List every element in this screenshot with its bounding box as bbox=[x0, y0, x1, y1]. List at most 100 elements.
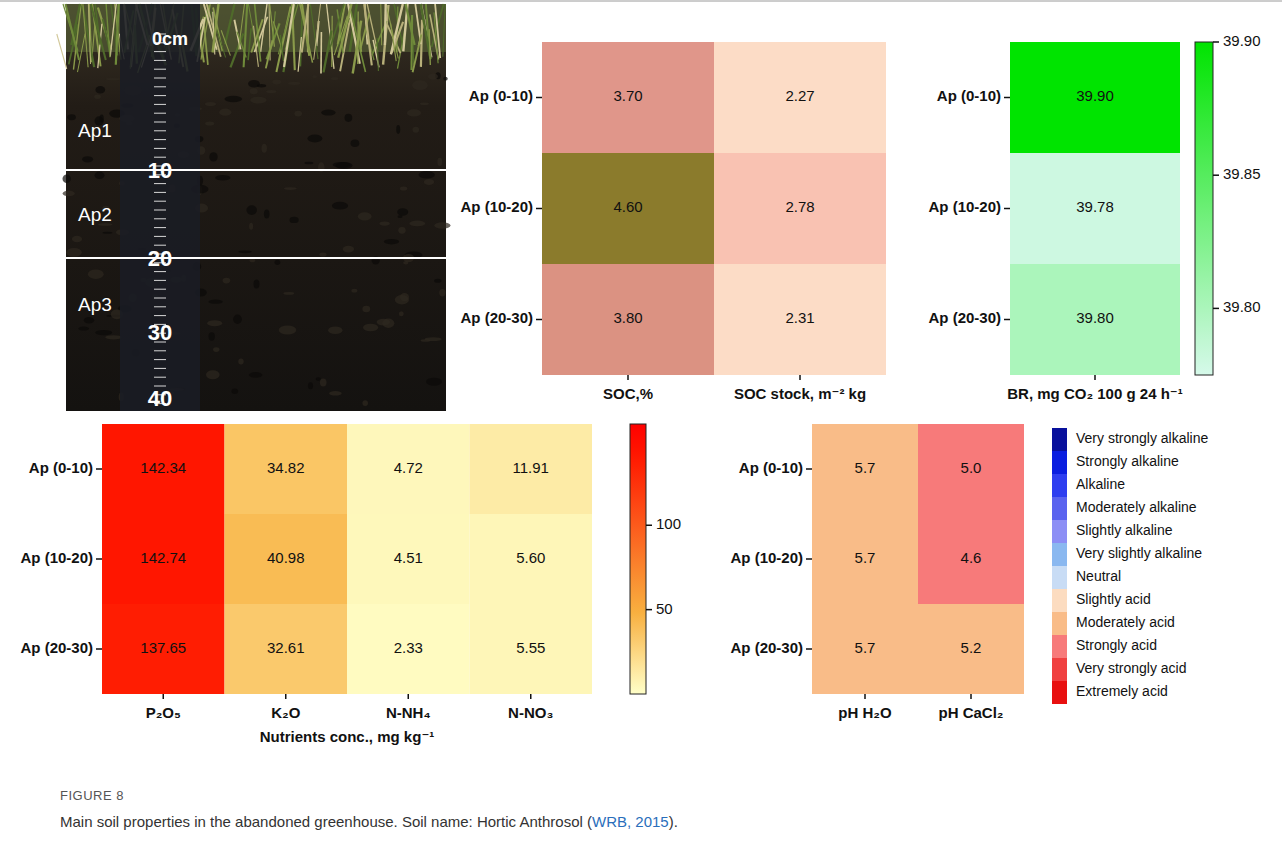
soil-texture bbox=[82, 156, 93, 162]
grass-blade bbox=[429, 29, 430, 65]
soil-texture bbox=[333, 162, 351, 168]
data-label: 4.72 bbox=[394, 459, 423, 476]
soil-texture bbox=[262, 144, 267, 153]
data-label: 11.91 bbox=[513, 459, 549, 476]
soil bbox=[66, 4, 446, 411]
legend-label: Neutral bbox=[1076, 568, 1121, 584]
soil-texture bbox=[246, 205, 257, 215]
heatmap-cell bbox=[470, 424, 593, 514]
legend-label: Very strongly acid bbox=[1076, 660, 1187, 676]
ruler-label: 10 bbox=[148, 158, 172, 183]
heatmap-cell bbox=[714, 153, 886, 264]
col-label: N-NO₃ bbox=[508, 704, 553, 721]
soil-texture bbox=[331, 77, 338, 80]
soil-texture bbox=[215, 175, 230, 181]
grass-blade bbox=[302, 4, 309, 56]
cells bbox=[1010, 42, 1180, 375]
grass-blade bbox=[78, 34, 86, 73]
soil-texture bbox=[225, 96, 243, 102]
grass-blade bbox=[116, 4, 119, 65]
soil-texture bbox=[279, 325, 297, 334]
ruler-tick bbox=[154, 201, 166, 202]
colorbar-tick-label: 39.85 bbox=[1223, 165, 1261, 182]
ruler-tick bbox=[154, 69, 166, 70]
row-tick bbox=[536, 208, 542, 210]
ruler-tick bbox=[154, 271, 166, 272]
grass-blade bbox=[353, 21, 362, 74]
row-label: Ap (10-20) bbox=[20, 549, 93, 566]
cells bbox=[102, 424, 592, 694]
grass-blade bbox=[406, 4, 415, 45]
soil-texture bbox=[345, 114, 353, 122]
legend-swatch bbox=[1052, 612, 1067, 635]
grass-blade bbox=[225, 4, 235, 44]
soil-texture bbox=[288, 82, 301, 85]
grass-blade bbox=[320, 32, 322, 74]
row-tick bbox=[536, 319, 542, 321]
soil-texture bbox=[439, 289, 445, 296]
heatmap-cell bbox=[812, 424, 918, 514]
legend-swatch bbox=[1052, 428, 1067, 451]
heatmap-cell bbox=[812, 514, 918, 604]
legend-label: Moderately alkaline bbox=[1076, 499, 1197, 515]
grass-blade bbox=[221, 30, 230, 55]
heatmap-cell bbox=[470, 514, 593, 604]
legend-label: Very slightly alkaline bbox=[1076, 545, 1202, 561]
legend-label: Strongly alkaline bbox=[1076, 453, 1179, 469]
data-label: 2.31 bbox=[785, 309, 814, 326]
heatmap-panel: 3.702.274.602.783.802.31Ap (0-10)Ap (10-… bbox=[460, 42, 886, 402]
row-tick bbox=[806, 648, 812, 650]
soil-texture bbox=[208, 300, 222, 304]
legend-swatch bbox=[1052, 451, 1067, 474]
row-label: Ap (10-20) bbox=[928, 198, 1001, 215]
soil-texture bbox=[434, 279, 441, 283]
soil-texture bbox=[248, 80, 260, 88]
colorbar-tick bbox=[1213, 41, 1219, 43]
grass-blade bbox=[213, 4, 219, 53]
soil-texture bbox=[63, 191, 75, 197]
heatmap-cell bbox=[102, 604, 225, 694]
soil-texture bbox=[328, 327, 342, 335]
data-label: 5.60 bbox=[516, 549, 545, 566]
heatmap-cell bbox=[102, 424, 225, 514]
heatmap-cell bbox=[225, 424, 348, 514]
grass-blade bbox=[254, 26, 259, 67]
legend-swatch bbox=[1052, 497, 1067, 520]
soil-texture bbox=[400, 186, 407, 190]
data-label: 5.55 bbox=[516, 639, 545, 656]
colorbar-tick-label: 50 bbox=[656, 600, 673, 617]
legend-swatch bbox=[1052, 635, 1067, 658]
col-tick bbox=[285, 694, 287, 699]
soil-texture bbox=[424, 179, 434, 185]
legend-swatch bbox=[1052, 543, 1067, 566]
legend-label: Extremely acid bbox=[1076, 683, 1168, 699]
soil-texture bbox=[321, 110, 335, 116]
soil-texture bbox=[398, 227, 405, 234]
legend-swatch bbox=[1052, 658, 1067, 681]
data-label: 2.78 bbox=[785, 198, 814, 215]
soil-texture bbox=[264, 209, 270, 218]
soil-texture bbox=[284, 187, 297, 190]
soil-texture bbox=[419, 171, 435, 178]
grass-blade bbox=[89, 4, 91, 64]
data-label: 4.6 bbox=[961, 549, 982, 566]
colorbar-tick bbox=[646, 525, 652, 527]
legend-label: Alkaline bbox=[1076, 476, 1125, 492]
ruler-tick bbox=[154, 210, 166, 211]
ruler-tick bbox=[154, 359, 166, 360]
col-label: P₂O₅ bbox=[146, 704, 181, 721]
soil-texture bbox=[238, 250, 251, 253]
data-label: 39.78 bbox=[1076, 198, 1114, 215]
soil-texture bbox=[398, 215, 403, 218]
col-tick bbox=[970, 694, 972, 699]
cells bbox=[542, 42, 886, 375]
legend-swatch bbox=[1052, 566, 1067, 589]
soil-texture bbox=[205, 121, 214, 125]
grass-blade bbox=[110, 4, 116, 57]
soil-texture bbox=[105, 335, 122, 339]
horizon-label: Ap3 bbox=[78, 294, 112, 315]
soil-texture bbox=[362, 400, 368, 406]
soil-texture bbox=[62, 175, 70, 184]
soil-texture bbox=[294, 111, 302, 117]
col-label: pH CaCl₂ bbox=[938, 704, 1003, 721]
